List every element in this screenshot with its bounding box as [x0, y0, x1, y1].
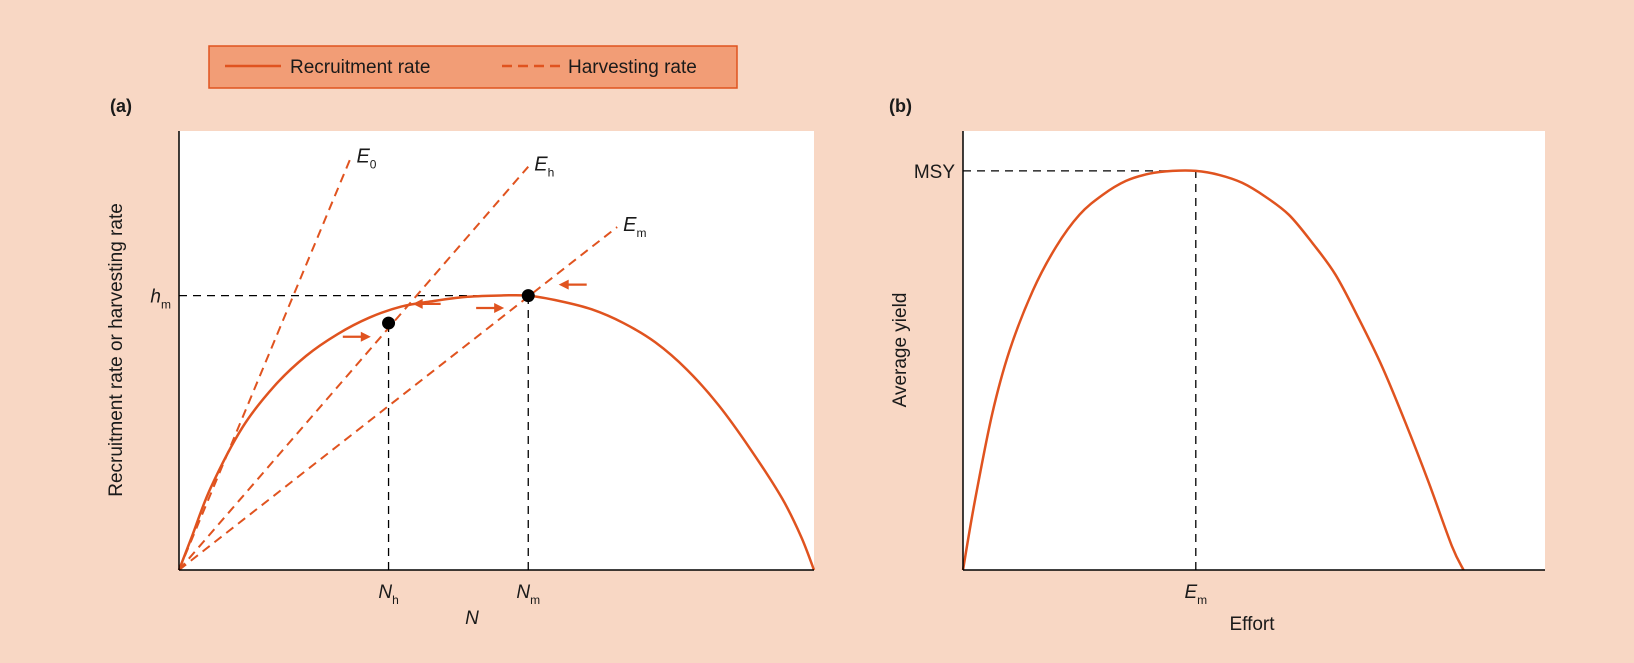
harvest-line-m — [178, 226, 618, 571]
panel-b-label: (b) — [889, 96, 912, 116]
panel-a-tick-labels: hm Nh Nm — [150, 287, 540, 607]
direction-arrow-2 — [476, 302, 505, 313]
direction-arrow-1 — [412, 298, 441, 309]
harvest-line-label-0: E0 — [356, 145, 376, 171]
panel-b-guides — [963, 170, 1197, 570]
panel-a-arrows — [342, 279, 587, 342]
panel-b-plot-area — [963, 131, 1545, 570]
x-tick-label-1: Nm — [516, 582, 540, 607]
panel-b-x-label: Effort — [1229, 614, 1275, 635]
panel-b-tick-labels: MSY Em — [914, 162, 1207, 607]
equilibrium-point-1 — [521, 289, 535, 303]
legend-label-harvesting: Harvesting rate — [568, 57, 697, 78]
harvest-line-label-m: Em — [623, 214, 646, 240]
panel-a: (a) E0 Eh Em hm Nh Nm N Recruitment rate or … — [106, 96, 816, 629]
legend: Recruitment rate Harvesting rate — [208, 45, 738, 89]
direction-arrow-3 — [558, 279, 587, 290]
panel-b-series — [961, 169, 1465, 571]
y-tick-label-0: MSY — [914, 162, 956, 183]
panel-b: (b) MSY Em Effort Average yield — [889, 96, 1545, 635]
legend-box — [208, 45, 738, 89]
yield-curve — [961, 169, 1465, 571]
panel-a-x-label: N — [465, 608, 479, 629]
panel-a-plot-area — [179, 131, 814, 570]
x-tick-label-0: Nh — [378, 582, 398, 607]
panel-a-guides — [179, 294, 529, 570]
panel-a-series — [177, 158, 816, 571]
direction-arrow-0 — [342, 331, 371, 342]
panel-b-y-label: Average yield — [890, 293, 911, 408]
panel-a-series-labels: E0 Eh Em — [356, 145, 646, 240]
x-tick-label-0: Em — [1184, 582, 1207, 607]
recruitment-curve — [177, 293, 816, 571]
panel-a-points — [382, 289, 535, 330]
panel-a-y-label: Recruitment rate or harvesting rate — [106, 203, 127, 497]
equilibrium-point-0 — [382, 316, 396, 330]
harvest-line-label-h: Eh — [534, 154, 554, 180]
y-tick-label-0: hm — [150, 287, 171, 312]
legend-label-recruitment: Recruitment rate — [290, 57, 430, 78]
panel-a-label: (a) — [110, 96, 132, 116]
